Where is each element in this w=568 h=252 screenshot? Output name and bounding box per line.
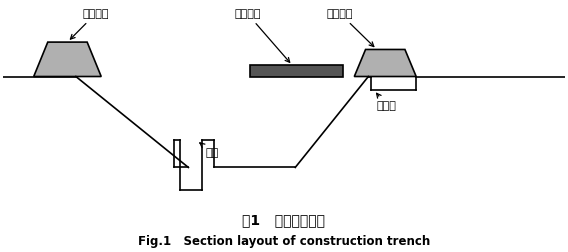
Text: 排水沟: 排水沟: [377, 93, 396, 111]
Polygon shape: [34, 42, 101, 77]
Text: 图1   沟槽施工断面: 图1 沟槽施工断面: [243, 213, 325, 227]
Bar: [250, 66, 343, 77]
Text: 排水: 排水: [200, 143, 219, 158]
Text: 施工便道: 施工便道: [234, 9, 290, 62]
Text: 土方堆置: 土方堆置: [70, 9, 109, 39]
Text: Fig.1   Section layout of construction trench: Fig.1 Section layout of construction tre…: [138, 235, 430, 248]
Text: 土方堆置: 土方堆置: [327, 9, 374, 47]
Polygon shape: [354, 49, 416, 77]
